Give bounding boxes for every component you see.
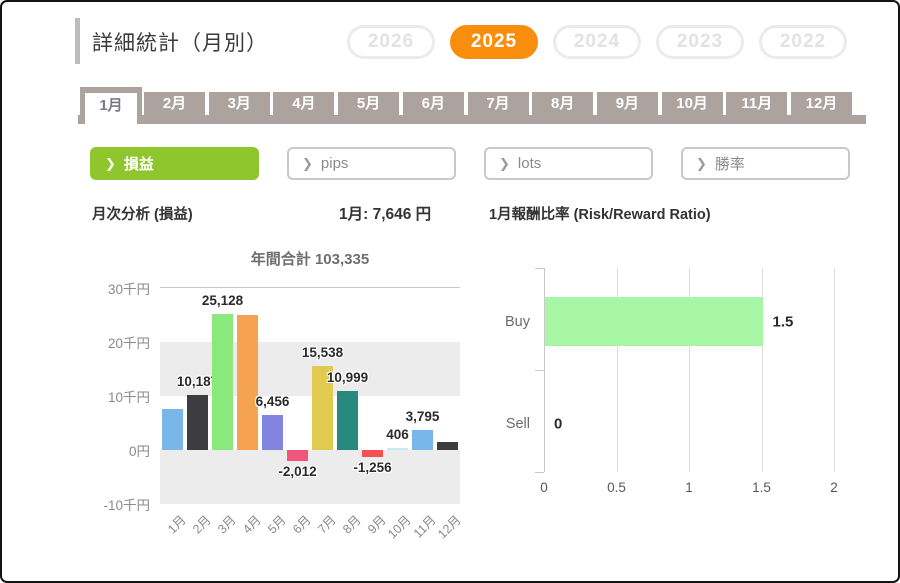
month-tab-8[interactable]: 8月 [532, 92, 594, 115]
plot-band [160, 342, 460, 396]
month-tab-1[interactable]: 1月 [80, 87, 142, 124]
plot-band [160, 396, 460, 450]
bar-value-label: 10,187 [176, 374, 219, 389]
bar-8月[interactable] [337, 390, 358, 450]
month-tab-6[interactable]: 6月 [402, 92, 464, 115]
bar-value-label: 10,999 [326, 369, 369, 385]
month-tab-9[interactable]: 9月 [596, 92, 658, 115]
monthly-analysis-title: 月次分析 (損益) [92, 207, 193, 223]
filter-label: lots [517, 155, 542, 172]
bar-9月[interactable] [362, 450, 383, 457]
plot-band [160, 288, 460, 342]
axis-tick-mark [535, 370, 544, 371]
tabbar-strip [78, 115, 866, 124]
axis-tick-mark [535, 268, 544, 269]
month-tab-10[interactable]: 10月 [661, 92, 723, 115]
bar-value-label: 15,538 [301, 345, 344, 361]
y-axis-tick-label: 0円 [128, 444, 150, 459]
plot-band [160, 450, 460, 504]
month-tab-5[interactable]: 5月 [338, 92, 400, 115]
risk-reward-title: 1月報酬比率 (Risk/Reward Ratio) [489, 207, 711, 223]
risk-reward-bar-chart: 0 0.5 1 1.5 2 Buy 1.5 Sell 0 [505, 268, 838, 495]
filter-button-pips[interactable]: ❯ pips [287, 147, 456, 180]
chevron-right-icon: ❯ [696, 155, 707, 171]
y-axis-tick-label: -10千円 [103, 498, 150, 513]
bar-5月[interactable] [262, 415, 283, 450]
x-axis-tick-label: 2 [830, 480, 838, 495]
bar-1月[interactable] [162, 408, 183, 450]
bar-4月[interactable] [237, 315, 258, 450]
filter-button-pnl[interactable]: ❯ 損益 [90, 147, 259, 180]
gridline [834, 268, 835, 472]
bar-6月[interactable] [287, 450, 308, 461]
x-axis-tick-label: 1.5 [752, 480, 771, 495]
annual-total-label: 年間合計 103,335 [250, 251, 370, 268]
y-axis-tick-label: 30千円 [107, 282, 150, 297]
x-axis-tick-label: 0 [540, 480, 548, 495]
month-tab-7[interactable]: 7月 [467, 92, 529, 115]
month-tab-2[interactable]: 2月 [144, 92, 205, 115]
x-axis-tick-label: 0.5 [607, 480, 626, 495]
y-axis-tick-label: 10千円 [107, 390, 150, 405]
category-label-buy: Buy [505, 313, 530, 330]
bar-value-label: 3,795 [405, 408, 440, 424]
chevron-right-icon: ❯ [105, 155, 116, 171]
category-label-sell: Sell [505, 415, 530, 432]
bar-value-label: 6,456 [255, 394, 290, 410]
gridline [689, 268, 690, 472]
y-axis-tick-label: 20千円 [107, 336, 150, 351]
bar-12月[interactable] [437, 441, 458, 450]
bar-11月[interactable] [412, 429, 433, 450]
bar-value-label: -1,256 [353, 459, 392, 475]
title-accent-bar [75, 18, 80, 64]
year-pill-2022[interactable]: 2022 [759, 25, 847, 59]
bar-7月[interactable] [312, 366, 333, 450]
filter-label: 勝率 [714, 156, 745, 173]
month-tab-3[interactable]: 3月 [208, 92, 270, 115]
year-pill-2026[interactable]: 2026 [347, 25, 435, 59]
metric-filter-row: ❯ 損益 ❯ pips ❯ lots ❯ 勝率 [90, 147, 850, 180]
year-pill-2023[interactable]: 2023 [656, 25, 744, 59]
bar-3月[interactable] [212, 314, 233, 450]
filter-label: pips [320, 155, 349, 172]
month-tab-11[interactable]: 11月 [726, 92, 788, 115]
year-pill-2024[interactable]: 2024 [553, 25, 641, 59]
filter-button-lots[interactable]: ❯ lots [484, 147, 653, 180]
bar-10月[interactable] [387, 447, 408, 450]
month-tab-12[interactable]: 12月 [791, 92, 852, 115]
bar-value-label: -2,012 [278, 463, 317, 479]
filter-label: 損益 [123, 156, 154, 173]
x-axis-tick-label: 1 [685, 480, 693, 495]
bar-2月[interactable] [187, 394, 208, 450]
x-axis-tick-label: 12月 [435, 512, 464, 542]
bar-value-label: 406 [386, 426, 409, 442]
chevron-right-icon: ❯ [499, 155, 510, 171]
filter-button-winrate[interactable]: ❯ 勝率 [681, 147, 850, 180]
hbar-buy[interactable] [545, 297, 763, 346]
month-pnl-value: 1月: 7,646 円 [339, 206, 432, 223]
axis-tick-mark [535, 472, 544, 473]
chevron-right-icon: ❯ [302, 155, 313, 171]
year-pill-2025[interactable]: 2025 [450, 25, 538, 59]
monthly-pnl-bar-chart: 30千円 20千円 10千円 0円 -10千円 10,187 25,128 6,456 -2,0… [103, 282, 463, 541]
month-tabbar: 1月 2月 3月 4月 5月 6月 7月 8月 9月 10月 11月 12月 [78, 87, 866, 124]
month-tab-label: 1月 [85, 93, 137, 124]
page-title: 詳細統計（月別） [92, 32, 268, 55]
hbar-value-label: 0 [554, 415, 563, 432]
bar-value-label: 25,128 [201, 293, 244, 309]
y-axis-line [544, 268, 545, 472]
gridline [616, 268, 618, 472]
gridline [761, 268, 763, 472]
year-selector: 2026 2025 2024 2023 2022 [347, 25, 847, 59]
hbar-value-label: 1.5 [772, 313, 794, 330]
month-tab-4[interactable]: 4月 [273, 92, 335, 115]
